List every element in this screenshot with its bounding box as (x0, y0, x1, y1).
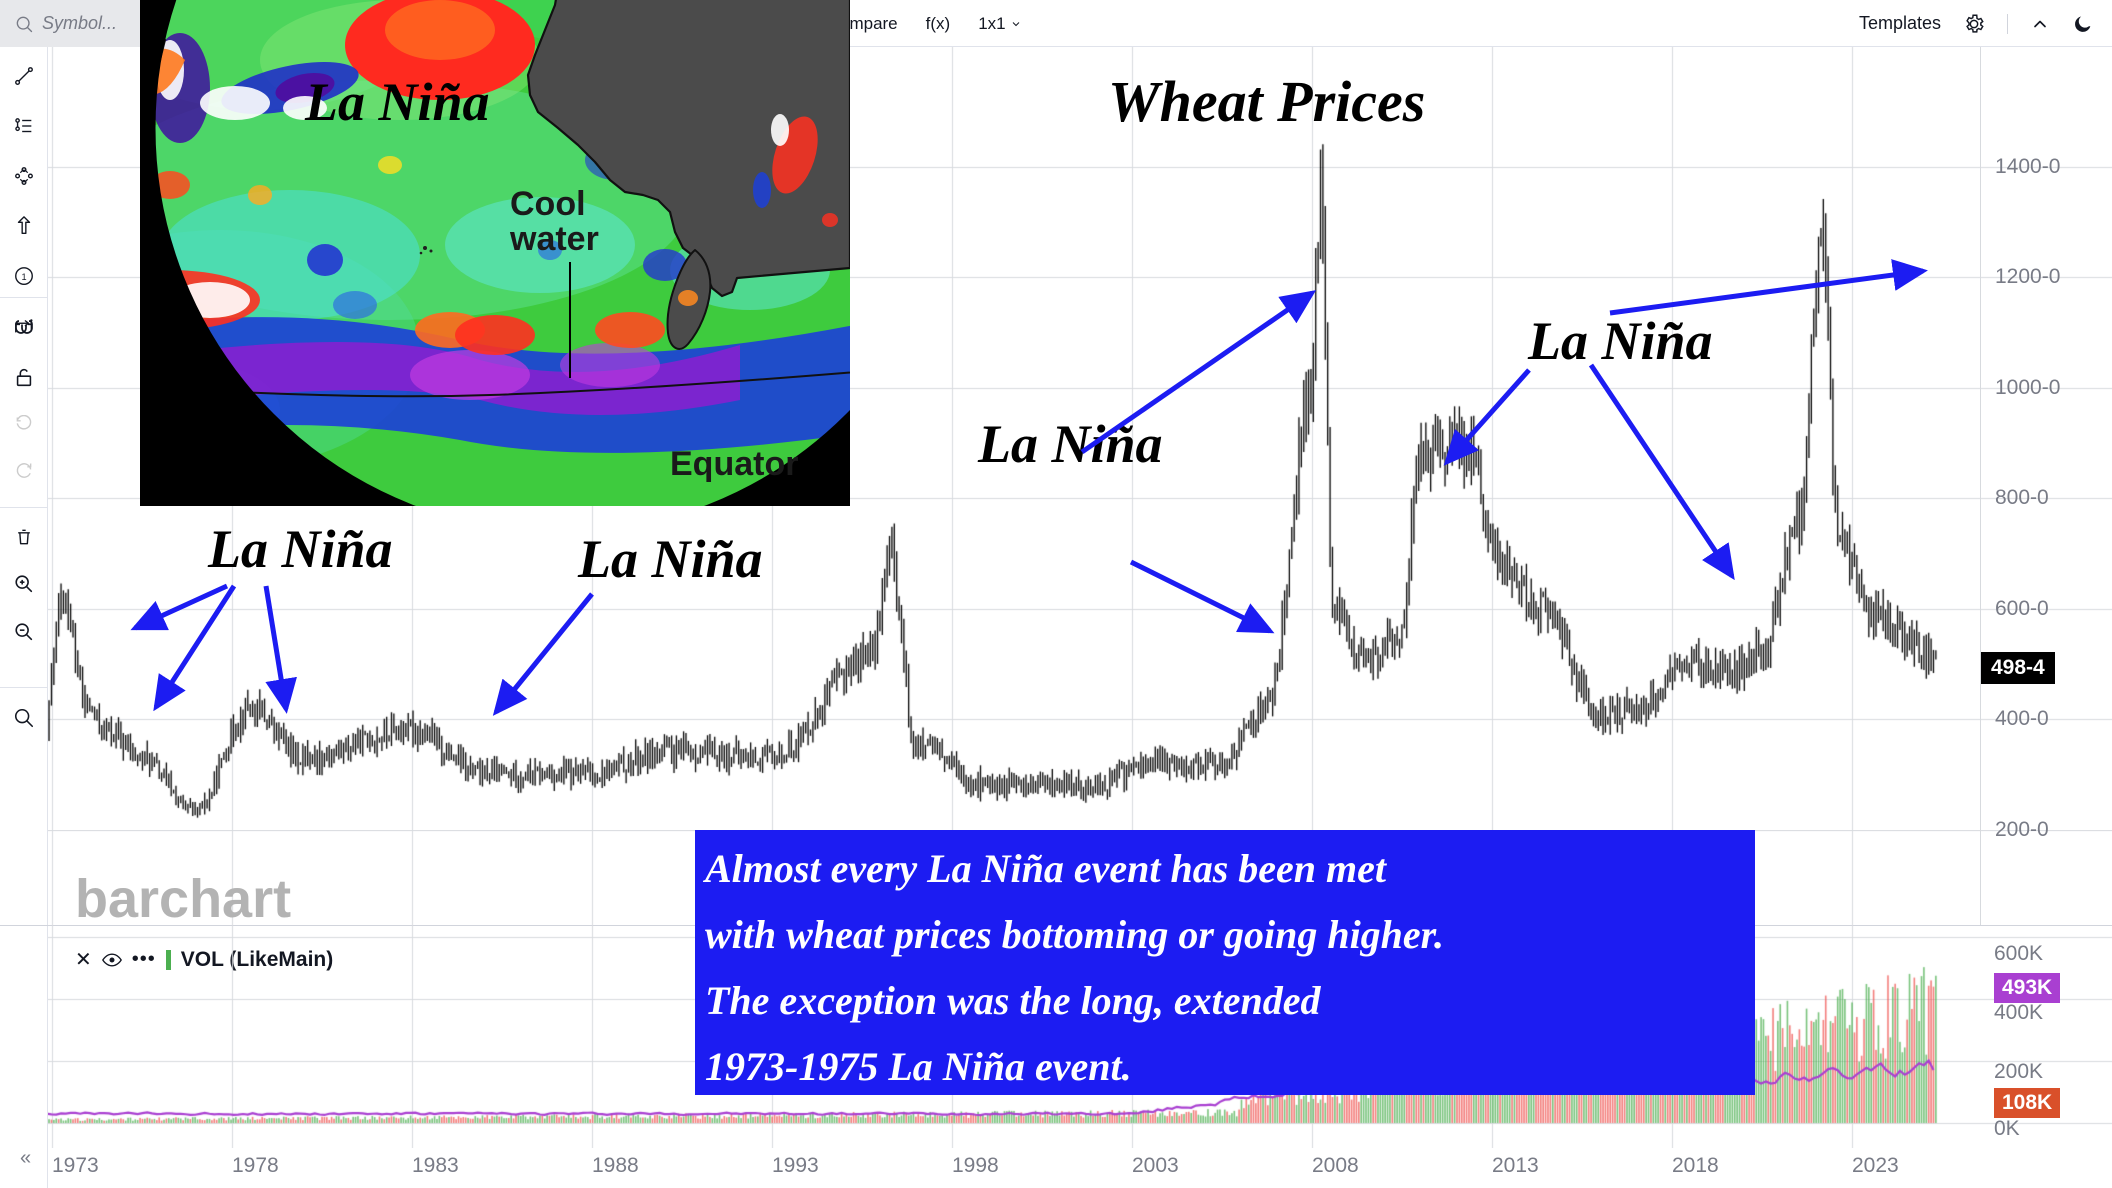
svg-text:Equator: Equator (670, 445, 798, 483)
svg-text:La Niña: La Niña (304, 72, 490, 132)
svg-text:Cool: Cool (510, 185, 586, 223)
svg-text:water: water (509, 220, 599, 258)
